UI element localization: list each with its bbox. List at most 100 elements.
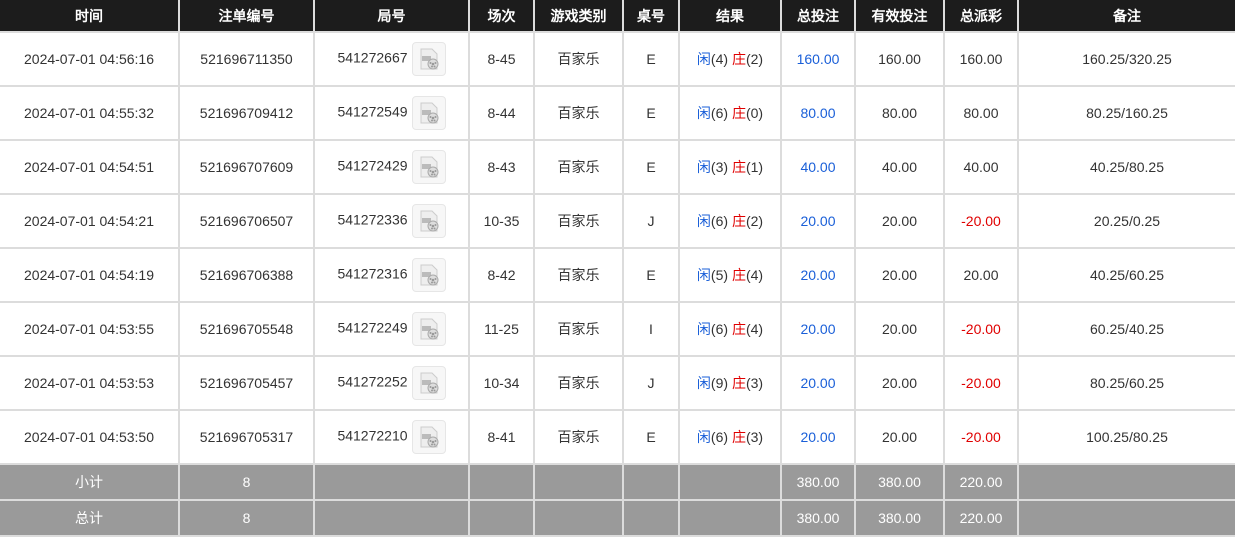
summary-valid-bet: 380.00 (854, 499, 945, 537)
banker-label: 庄 (731, 267, 746, 283)
summary-valid-bet: 380.00 (854, 463, 945, 501)
round-cell: 541272667 (313, 31, 470, 87)
video-replay-icon[interactable] (411, 96, 446, 130)
note-cell: 20.25/0.25 (1017, 193, 1235, 249)
bet-id-cell: 521696705457 (178, 355, 315, 411)
bet-id-cell: 521696705548 (178, 301, 315, 357)
banker-label: 庄 (731, 213, 746, 229)
table-row: 2024-07-01 04:53:53 521696705457 5412722… (0, 355, 1235, 411)
game-type-cell: 百家乐 (533, 85, 624, 141)
player-points: (6) (710, 429, 729, 445)
table-no-cell: J (622, 193, 680, 249)
banker-points: (4) (745, 321, 764, 337)
note-cell: 40.25/80.25 (1017, 139, 1235, 195)
table-row: 2024-07-01 04:53:55 521696705548 5412722… (0, 301, 1235, 357)
game-type-cell: 百家乐 (533, 31, 624, 87)
summary-label: 小计 (0, 463, 180, 501)
round-cell: 541272316 (313, 247, 470, 303)
note-cell: 40.25/60.25 (1017, 247, 1235, 303)
banker-label: 庄 (731, 159, 746, 175)
payout-cell: 20.00 (943, 247, 1019, 303)
note-cell: 60.25/40.25 (1017, 301, 1235, 357)
bet-id-cell: 521696711350 (178, 31, 315, 87)
table-row: 2024-07-01 04:56:16 521696711350 5412726… (0, 31, 1235, 87)
total-bet-cell: 20.00 (780, 247, 856, 303)
video-replay-icon[interactable] (411, 258, 446, 292)
video-replay-icon[interactable] (411, 420, 446, 454)
result-cell: 闲(5) 庄(4) (678, 247, 782, 303)
round-cell: 541272252 (313, 355, 470, 411)
empty-cell (533, 499, 624, 537)
result-cell: 闲(4) 庄(2) (678, 31, 782, 87)
valid-bet-cell: 40.00 (854, 139, 945, 195)
video-replay-icon[interactable] (411, 42, 446, 76)
header-table-no: 桌号 (622, 0, 680, 33)
player-label: 闲 (696, 51, 711, 67)
valid-bet-cell: 20.00 (854, 193, 945, 249)
payout-cell: 160.00 (943, 31, 1019, 87)
time-cell: 2024-07-01 04:54:51 (0, 139, 180, 195)
summary-count: 8 (178, 463, 315, 501)
banker-points: (3) (745, 375, 764, 391)
video-replay-icon[interactable] (411, 150, 446, 184)
player-points: (3) (710, 159, 729, 175)
round-id: 541272667 (337, 49, 408, 66)
player-label: 闲 (696, 267, 711, 283)
shoe-cell: 8-45 (468, 31, 535, 87)
empty-cell (622, 499, 680, 537)
table-row: 2024-07-01 04:55:32 521696709412 5412725… (0, 85, 1235, 141)
empty-cell (468, 499, 535, 537)
time-cell: 2024-07-01 04:53:53 (0, 355, 180, 411)
table-no-cell: E (622, 31, 680, 87)
player-points: (6) (710, 105, 729, 121)
result-cell: 闲(6) 庄(4) (678, 301, 782, 357)
player-label: 闲 (696, 429, 711, 445)
header-bet-id: 注单编号 (178, 0, 315, 33)
shoe-cell: 8-44 (468, 85, 535, 141)
summary-payout: 220.00 (943, 463, 1019, 501)
round-id: 541272316 (337, 265, 408, 282)
empty-cell (1017, 463, 1235, 501)
summary-count: 8 (178, 499, 315, 537)
banker-points: (0) (745, 105, 764, 121)
summary-total-bet: 380.00 (780, 499, 856, 537)
payout-cell: -20.00 (943, 301, 1019, 357)
video-replay-icon[interactable] (411, 204, 446, 238)
empty-cell (622, 463, 680, 501)
payout-cell: 80.00 (943, 85, 1019, 141)
video-replay-icon[interactable] (411, 366, 446, 400)
header-result: 结果 (678, 0, 782, 33)
table-no-cell: E (622, 139, 680, 195)
video-replay-icon[interactable] (411, 312, 446, 346)
banker-points: (1) (745, 159, 764, 175)
time-cell: 2024-07-01 04:55:32 (0, 85, 180, 141)
round-id: 541272429 (337, 157, 408, 174)
time-cell: 2024-07-01 04:56:16 (0, 31, 180, 87)
empty-cell (533, 463, 624, 501)
total-bet-cell: 160.00 (780, 31, 856, 87)
header-total-payout: 总派彩 (943, 0, 1019, 33)
player-points: (5) (710, 267, 729, 283)
table-no-cell: E (622, 85, 680, 141)
game-type-cell: 百家乐 (533, 247, 624, 303)
banker-label: 庄 (731, 105, 746, 121)
result-cell: 闲(6) 庄(2) (678, 193, 782, 249)
banker-label: 庄 (731, 429, 746, 445)
player-label: 闲 (696, 213, 711, 229)
note-cell: 80.25/60.25 (1017, 355, 1235, 411)
round-cell: 541272249 (313, 301, 470, 357)
player-points: (4) (710, 51, 729, 67)
shoe-cell: 8-41 (468, 409, 535, 465)
total-bet-cell: 80.00 (780, 85, 856, 141)
result-cell: 闲(9) 庄(3) (678, 355, 782, 411)
round-id: 541272336 (337, 211, 408, 228)
header-round: 局号 (313, 0, 470, 33)
game-type-cell: 百家乐 (533, 139, 624, 195)
bet-id-cell: 521696706507 (178, 193, 315, 249)
player-label: 闲 (696, 321, 711, 337)
shoe-cell: 10-34 (468, 355, 535, 411)
note-cell: 80.25/160.25 (1017, 85, 1235, 141)
empty-cell (313, 499, 470, 537)
valid-bet-cell: 20.00 (854, 247, 945, 303)
